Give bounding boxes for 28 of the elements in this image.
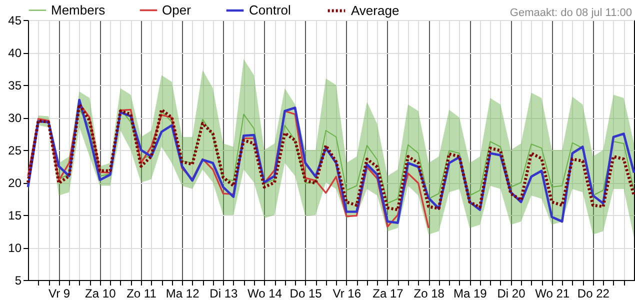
- legend-label: Members: [51, 2, 106, 18]
- x-tick-label: Di 20: [497, 286, 526, 300]
- legend-label: Oper: [162, 2, 192, 18]
- x-tick-label: Ma 19: [453, 286, 488, 300]
- x-tick-label: Za 10: [85, 286, 116, 300]
- text: Gemaakt: do 08 jul 11:00: [510, 7, 632, 19]
- y-tick-label: 5: [14, 274, 22, 288]
- y-tick-label: 40: [8, 46, 22, 60]
- x-tick-label: Zo 18: [414, 286, 445, 300]
- x-tick-label: Wo 14: [248, 286, 282, 300]
- y-tick-label: 15: [8, 208, 22, 222]
- x-tick-label: Wo 21: [535, 286, 570, 300]
- x-tick-label: Zo 11: [126, 286, 157, 300]
- y-tick-label: 20: [8, 176, 22, 190]
- x-tick-label: Do 15: [290, 286, 322, 300]
- y-tick-label: 45: [8, 14, 22, 28]
- x-tick-label: Di 13: [210, 286, 238, 300]
- y-tick-label: 30: [8, 111, 22, 125]
- x-tick-label: Do 22: [577, 286, 610, 300]
- y-tick-label: 25: [8, 144, 22, 158]
- legend-label: Control: [249, 2, 292, 18]
- x-tick-label: Za 17: [372, 286, 404, 300]
- x-tick-label: Vr 16: [332, 286, 362, 300]
- legend-label: Average: [351, 2, 400, 18]
- x-tick-label: Vr 9: [48, 286, 70, 300]
- y-tick-label: 35: [8, 78, 22, 92]
- y-tick-label: 10: [8, 241, 22, 255]
- x-tick-label: Ma 12: [166, 286, 200, 300]
